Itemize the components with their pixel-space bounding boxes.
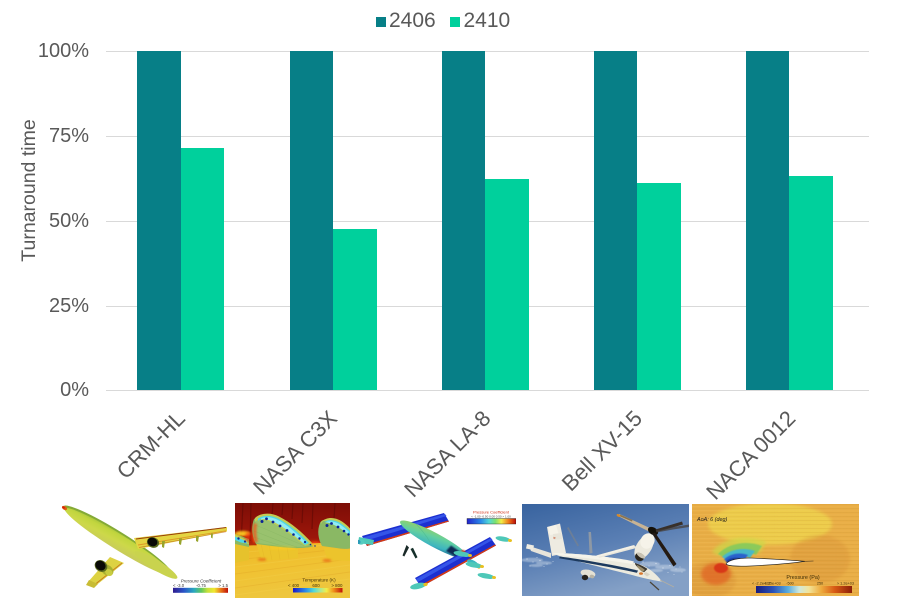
- svg-text:< 400: < 400: [288, 583, 300, 588]
- svg-text:≈: ≈: [553, 535, 557, 540]
- svg-text:Temperature (K): Temperature (K): [302, 578, 336, 583]
- svg-text:-1.25e+03: -1.25e+03: [763, 582, 780, 586]
- svg-text:< -1.00 -0.50 0.00 0.50 >: < -1.00 -0.50 0.00 0.50 > 1.00: [471, 515, 511, 519]
- svg-text:250: 250: [817, 582, 823, 586]
- svg-text:> 1.2e+03: > 1.2e+03: [837, 582, 854, 586]
- svg-text:> 1.5: > 1.5: [218, 583, 228, 588]
- svg-text:Pressure Coefficient: Pressure Coefficient: [473, 510, 510, 515]
- svg-text:> 800: > 800: [331, 583, 343, 588]
- svg-text:Pressure (Pa): Pressure (Pa): [786, 575, 819, 581]
- svg-text:AoA: 6 (deg): AoA: 6 (deg): [696, 517, 727, 523]
- svg-text:-500: -500: [786, 582, 794, 586]
- svg-text:Pressure Coefficient: Pressure Coefficient: [181, 579, 222, 584]
- svg-text:600: 600: [312, 583, 320, 588]
- svg-text:-0.75: -0.75: [196, 583, 206, 588]
- svg-text:< -2.2e+03: < -2.2e+03: [752, 582, 770, 586]
- svg-text:< -3.0: < -3.0: [173, 583, 185, 588]
